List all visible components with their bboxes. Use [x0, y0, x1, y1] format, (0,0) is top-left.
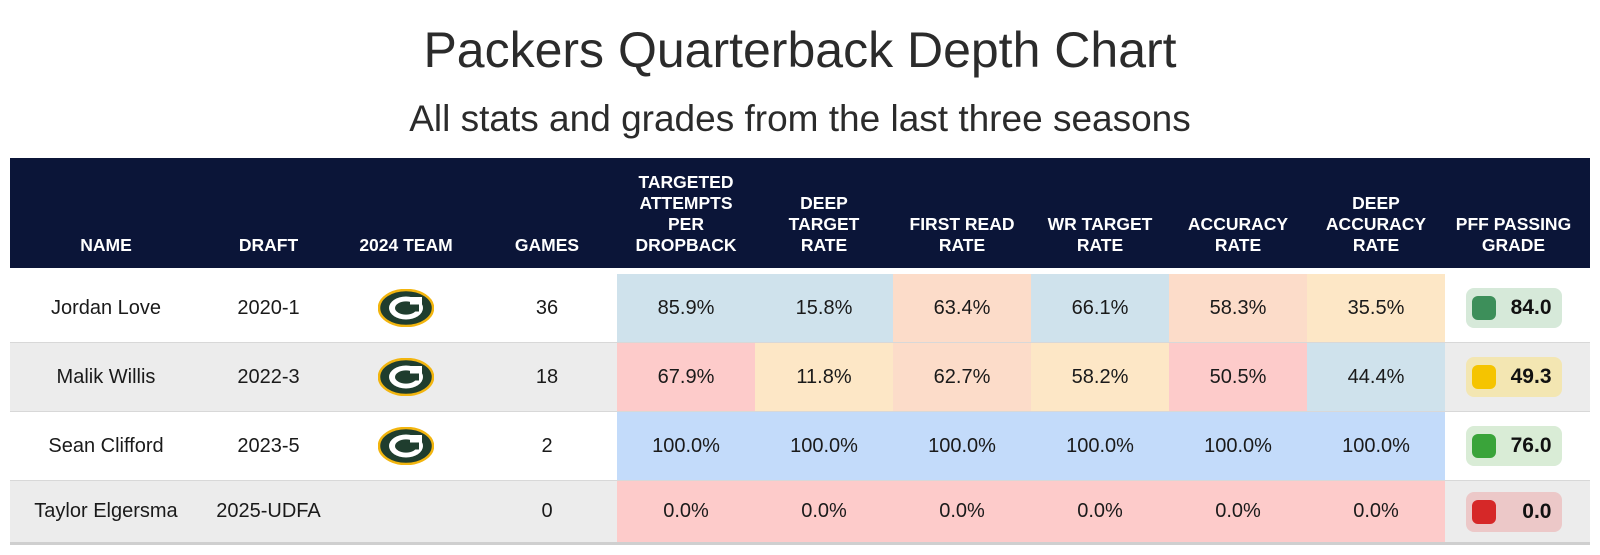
player-games: 18	[535, 365, 559, 388]
player-name: Taylor Elgersma	[34, 500, 178, 522]
stat-first-read-rate: 100.0%	[893, 412, 1031, 480]
depth-chart-table: NAME DRAFT 2024 TEAM GAMES TARGETED ATTE…	[10, 158, 1590, 545]
column-header-draft: DRAFT	[238, 235, 299, 255]
column-header-first-read-rate: FIRST READ RATE	[909, 214, 1015, 255]
player-draft: 2025-UDFA	[216, 500, 321, 522]
column-header-targeted-attempts: TARGETED ATTEMPTS PER DROPBACK	[635, 172, 737, 255]
team-cell	[335, 274, 477, 342]
table-row: Malik Willis 2022-3 18 67.9% 11.8% 62.7% 58.2%…	[10, 343, 1590, 412]
grade-swatch-icon	[1471, 296, 1496, 320]
column-header-deep-accuracy-rate: DEEP ACCURACY RATE	[1325, 193, 1427, 255]
player-draft: 2022-3	[237, 365, 300, 388]
column-header-accuracy-rate: ACCURACY RATE	[1187, 214, 1289, 255]
team-cell	[335, 481, 477, 542]
packers-logo-icon	[378, 427, 434, 465]
player-games: 36	[535, 296, 559, 319]
stat-accuracy-rate: 100.0%	[1169, 412, 1307, 480]
grade-value: 0.0	[1522, 499, 1552, 523]
stat-deep-target-rate: 100.0%	[755, 412, 893, 480]
pff-grade-cell: 76.0	[1445, 412, 1582, 480]
stat-targeted-attempts: 85.9%	[617, 274, 755, 342]
stat-deep-accuracy-rate: 0.0%	[1307, 481, 1445, 542]
player-name: Jordan Love	[50, 296, 162, 319]
stat-accuracy-rate: 58.3%	[1169, 274, 1307, 342]
player-draft: 2023-5	[237, 434, 300, 457]
table-body: Jordan Love 2020-1 36 85.9% 15.8% 63.4% 66.1% 5…	[10, 274, 1590, 545]
stat-first-read-rate: 62.7%	[893, 343, 1031, 411]
stat-targeted-attempts: 67.9%	[617, 343, 755, 411]
column-header-name: NAME	[80, 235, 132, 255]
stat-wr-target-rate: 58.2%	[1031, 343, 1169, 411]
grade-value: 49.3	[1510, 365, 1552, 388]
table-header: NAME DRAFT 2024 TEAM GAMES TARGETED ATTE…	[10, 158, 1590, 268]
column-header-games: GAMES	[514, 235, 580, 255]
stat-deep-accuracy-rate: 44.4%	[1307, 343, 1445, 411]
grade-pill: 0.0	[1465, 491, 1562, 532]
page-subtitle: All stats and grades from the last three…	[409, 98, 1191, 139]
column-header-pff-grade: PFF PASSING GRADE	[1455, 214, 1572, 255]
grade-pill: 84.0	[1465, 288, 1562, 328]
stat-deep-accuracy-rate: 100.0%	[1307, 412, 1445, 480]
stat-deep-target-rate: 0.0%	[755, 481, 893, 542]
grade-swatch-icon	[1471, 434, 1496, 458]
grade-swatch-icon	[1471, 365, 1496, 389]
stat-targeted-attempts: 100.0%	[617, 412, 755, 480]
table-row: Taylor Elgersma 2025-UDFA 0 0.0% 0.0% 0.0% 0.0…	[10, 481, 1590, 545]
player-draft: 2020-1	[237, 296, 300, 319]
column-header-deep-target-rate: DEEP TARGET RATE	[788, 193, 860, 255]
grade-pill: 49.3	[1465, 357, 1562, 397]
stat-wr-target-rate: 100.0%	[1031, 412, 1169, 480]
pff-grade-cell: 0.0	[1445, 481, 1582, 542]
grade-pill: 76.0	[1465, 426, 1562, 466]
team-cell	[335, 412, 477, 480]
grade-swatch-icon	[1471, 499, 1496, 524]
packers-logo-icon	[378, 289, 434, 327]
table-row: Sean Clifford 2023-5 2 100.0% 100.0% 100.0% 10…	[10, 412, 1590, 481]
pff-grade-cell: 49.3	[1445, 343, 1582, 411]
player-games: 2	[541, 434, 553, 457]
column-header-wr-target-rate: WR TARGET RATE	[1047, 214, 1153, 255]
stat-wr-target-rate: 0.0%	[1031, 481, 1169, 542]
stat-wr-target-rate: 66.1%	[1031, 274, 1169, 342]
stat-deep-accuracy-rate: 35.5%	[1307, 274, 1445, 342]
column-header-team: 2024 TEAM	[359, 235, 453, 255]
stat-first-read-rate: 0.0%	[893, 481, 1031, 542]
pff-grade-cell: 84.0	[1445, 274, 1582, 342]
team-cell	[335, 343, 477, 411]
stat-deep-target-rate: 15.8%	[755, 274, 893, 342]
grade-value: 76.0	[1510, 434, 1552, 457]
player-name: Sean Clifford	[48, 434, 164, 457]
stat-accuracy-rate: 0.0%	[1169, 481, 1307, 542]
player-name: Malik Willis	[56, 365, 156, 388]
stat-first-read-rate: 63.4%	[893, 274, 1031, 342]
player-games: 0	[541, 500, 553, 522]
stat-deep-target-rate: 11.8%	[755, 343, 893, 411]
stat-targeted-attempts: 0.0%	[617, 481, 755, 542]
page-title: Packers Quarterback Depth Chart	[423, 22, 1177, 78]
grade-value: 84.0	[1510, 296, 1552, 319]
table-row: Jordan Love 2020-1 36 85.9% 15.8% 63.4% 66.1% 5…	[10, 274, 1590, 343]
stat-accuracy-rate: 50.5%	[1169, 343, 1307, 411]
packers-logo-icon	[378, 358, 434, 396]
